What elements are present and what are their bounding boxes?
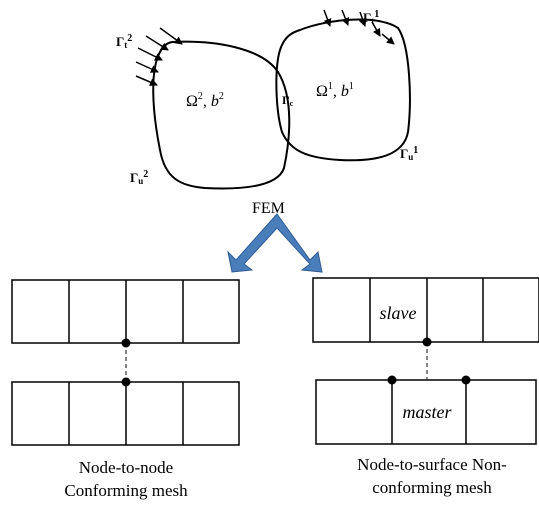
slave-label: slave	[380, 303, 417, 323]
master-label: master	[403, 402, 453, 422]
split-arrow-icon	[227, 213, 323, 273]
slave-node	[422, 337, 432, 347]
gamma-t2-label: Γt2	[116, 33, 132, 50]
body-1-label: Ω1, b1	[316, 81, 354, 100]
gamma-u1-label: Γu1	[400, 145, 418, 162]
right-lower-mesh-row	[315, 379, 537, 445]
fem-label: FEM	[252, 200, 285, 217]
traction-arrows-body-2	[135, 27, 183, 86]
right-caption-line2: conforming mesh	[372, 478, 492, 497]
body-1-outline	[275, 18, 411, 162]
gamma-u2-label: Γu2	[130, 169, 148, 186]
right-caption-line1: Node-to-surface Non-	[357, 455, 507, 474]
master-node-right	[461, 375, 471, 385]
continuum-bodies: Γt2 Γt1 Γu2 Γu1 Γc Ω2, b2 Ω1, b1	[116, 9, 418, 190]
left-upper-node	[121, 338, 131, 348]
left-lower-node	[121, 377, 131, 387]
fem-split-arrow	[227, 213, 323, 273]
gamma-c-label: Γc	[282, 93, 294, 108]
left-caption-line1: Node-to-node	[79, 458, 173, 477]
gamma-t1-label: Γt1	[363, 9, 379, 26]
body-2-label: Ω2, b2	[186, 91, 224, 110]
right-upper-mesh-row	[312, 277, 539, 343]
left-caption-line2: Conforming mesh	[64, 481, 188, 500]
right-mesh: slave master Node-to-surface Non- confor…	[312, 277, 539, 497]
left-mesh: Node-to-node Conforming mesh	[11, 279, 240, 500]
body-2-outline	[152, 40, 291, 190]
master-node-left	[387, 375, 397, 385]
traction-arrows-body-1	[323, 9, 395, 45]
